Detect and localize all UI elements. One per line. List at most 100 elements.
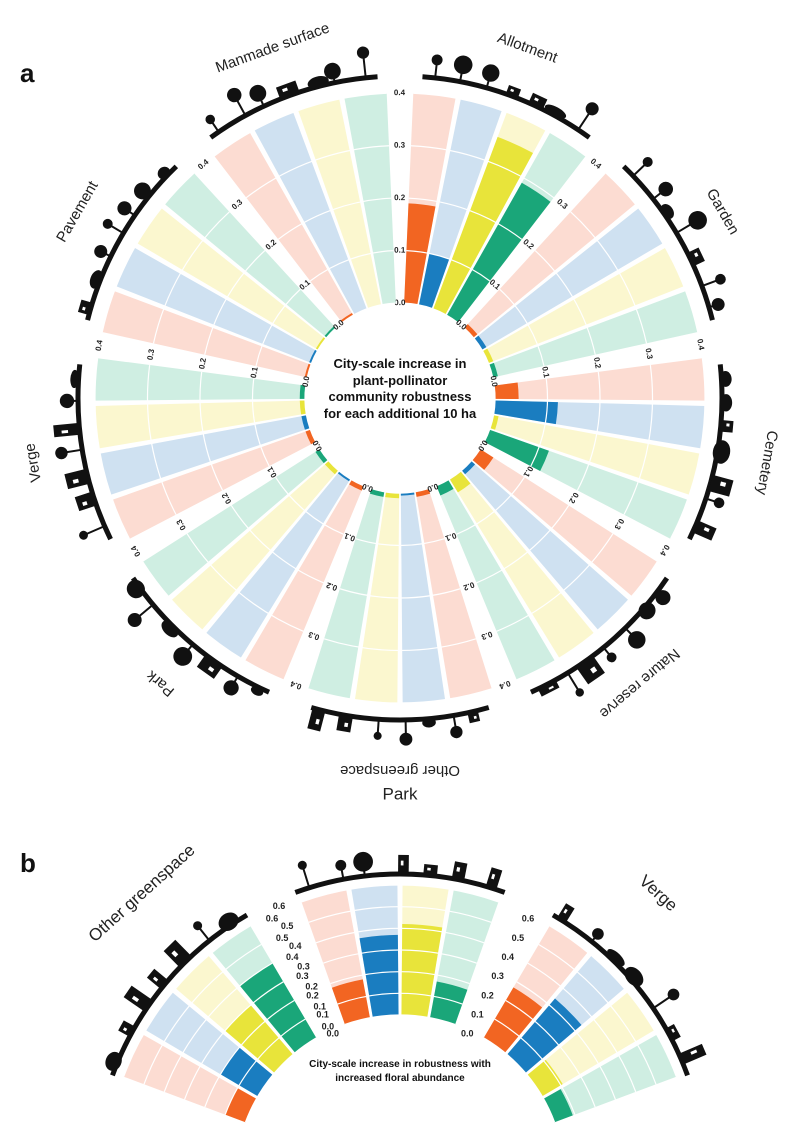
y-tick-label: 0.0 bbox=[322, 1021, 335, 1031]
icon-window bbox=[719, 481, 727, 487]
y-tick-label: 0.5 bbox=[512, 933, 525, 943]
icon-shrub bbox=[422, 717, 436, 728]
y-tick-label: 0.2 bbox=[521, 237, 536, 251]
icon-window bbox=[122, 1027, 128, 1032]
category-label: Pavement bbox=[53, 178, 102, 246]
bar bbox=[301, 415, 310, 430]
y-tick-label: 0.4 bbox=[658, 543, 672, 558]
chart-title: City-scale increase in plant-pollinator … bbox=[323, 356, 477, 421]
icon bbox=[77, 299, 93, 316]
icon-building bbox=[505, 85, 522, 99]
bar bbox=[482, 348, 494, 364]
grid-line bbox=[255, 288, 301, 367]
icon-building bbox=[678, 1043, 707, 1065]
icon bbox=[123, 985, 153, 1012]
icon bbox=[557, 903, 575, 923]
icon-tree bbox=[688, 210, 707, 230]
category-label: Manmade surface bbox=[213, 19, 332, 76]
y-tick-label: 0.4 bbox=[129, 544, 143, 559]
icon-tree bbox=[227, 87, 242, 103]
grid-line bbox=[315, 927, 485, 944]
grid-line bbox=[224, 1018, 306, 1115]
y-tick-label: 0.1 bbox=[471, 1009, 484, 1019]
icon-window bbox=[427, 867, 431, 871]
grid-line bbox=[245, 145, 390, 199]
bar bbox=[418, 253, 450, 309]
grid-line bbox=[319, 448, 364, 487]
icon-building bbox=[423, 864, 438, 877]
grid-line bbox=[516, 561, 658, 681]
icon-shrub bbox=[544, 104, 567, 119]
icon bbox=[450, 715, 463, 739]
icon bbox=[373, 719, 382, 740]
icon bbox=[719, 394, 733, 412]
icon bbox=[687, 247, 705, 267]
icon-tree bbox=[223, 680, 239, 696]
icon bbox=[105, 1051, 122, 1071]
bar bbox=[324, 460, 339, 475]
y-tick-label: 0.2 bbox=[481, 990, 494, 1000]
grid-line bbox=[123, 925, 251, 1077]
icon bbox=[55, 446, 83, 460]
icon bbox=[102, 218, 124, 235]
grid-line bbox=[341, 302, 396, 324]
icon bbox=[655, 590, 671, 606]
bar bbox=[404, 203, 436, 305]
icon-shrub bbox=[607, 949, 625, 967]
y-tick-label: 0.0 bbox=[301, 375, 312, 388]
icon bbox=[624, 627, 646, 649]
y-tick-label: 0.0 bbox=[327, 1029, 340, 1039]
grid-line bbox=[549, 925, 677, 1077]
bar bbox=[543, 1089, 573, 1123]
y-tick-label: 0.0 bbox=[489, 375, 500, 388]
y-tick-label: 0.2 bbox=[462, 580, 476, 592]
icon bbox=[59, 393, 79, 409]
bar bbox=[483, 987, 543, 1053]
icon bbox=[356, 46, 370, 78]
category-label: Other greenspace bbox=[85, 841, 199, 946]
bar bbox=[369, 488, 385, 497]
y-tick-label: 0.4 bbox=[502, 952, 515, 962]
y-tick-label: 0.1 bbox=[249, 366, 260, 379]
y-tick-label: 0.2 bbox=[394, 193, 406, 202]
icon-building bbox=[467, 710, 481, 724]
y-tick-label: 0.0 bbox=[425, 481, 439, 493]
bar bbox=[315, 449, 328, 464]
bar-track bbox=[543, 1034, 677, 1123]
icon-tree bbox=[373, 731, 382, 740]
bar bbox=[315, 337, 326, 350]
icon bbox=[227, 87, 247, 117]
bar bbox=[464, 324, 478, 338]
icon-ground bbox=[621, 164, 715, 321]
icon-window bbox=[82, 501, 88, 506]
icon bbox=[652, 988, 680, 1010]
icon bbox=[297, 860, 311, 889]
icon-tree bbox=[585, 102, 599, 116]
icon bbox=[638, 602, 656, 620]
y-tick-label: 0.2 bbox=[220, 491, 234, 506]
y-tick-label: 0.1 bbox=[394, 246, 406, 255]
icon-shrub bbox=[105, 1051, 122, 1071]
icon-tree bbox=[658, 181, 674, 197]
bar bbox=[430, 981, 468, 1025]
y-tick-label: 0.0 bbox=[394, 298, 406, 307]
icon bbox=[193, 921, 211, 942]
category-label: Verge bbox=[635, 871, 681, 915]
bar bbox=[324, 326, 336, 338]
icon-tree bbox=[59, 393, 75, 409]
icon-shrub bbox=[89, 270, 103, 289]
icon bbox=[157, 166, 171, 180]
icon-shrub bbox=[250, 686, 264, 696]
icon-window bbox=[590, 666, 598, 674]
y-tick-label: 0.3 bbox=[491, 971, 504, 981]
grid-line bbox=[463, 327, 494, 378]
icon bbox=[336, 714, 353, 733]
icon-tree bbox=[102, 218, 113, 229]
icon bbox=[64, 468, 90, 490]
icon-window bbox=[456, 866, 461, 872]
icon-tree bbox=[356, 46, 370, 59]
icon-window bbox=[563, 908, 568, 914]
grid-line bbox=[301, 884, 499, 903]
